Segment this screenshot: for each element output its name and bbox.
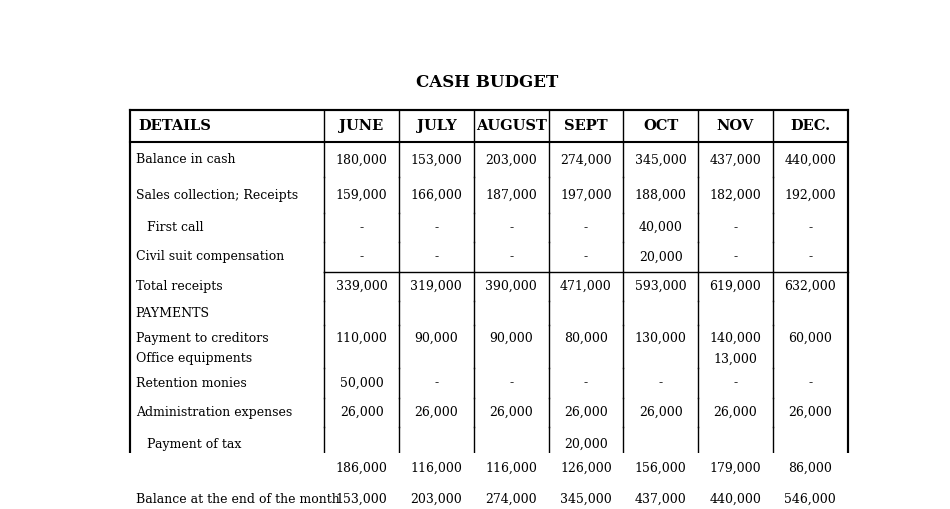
Text: -: - [808,377,812,389]
Text: 188,000: 188,000 [635,189,687,202]
Text: PAYMENTS: PAYMENTS [136,306,210,320]
Text: 130,000: 130,000 [635,332,687,345]
Text: -: - [509,250,513,263]
Text: DETAILS: DETAILS [139,119,212,133]
Text: JULY: JULY [416,119,456,133]
Text: 546,000: 546,000 [785,493,836,506]
Text: 116,000: 116,000 [410,462,463,475]
Text: Administration expenses: Administration expenses [136,406,292,419]
Text: -: - [434,221,439,234]
Text: 80,000: 80,000 [564,332,608,345]
Text: CASH BUDGET: CASH BUDGET [416,74,558,91]
Text: 159,000: 159,000 [335,189,388,202]
Text: 440,000: 440,000 [785,153,836,166]
Text: 153,000: 153,000 [410,153,463,166]
Text: 50,000: 50,000 [340,377,384,389]
Text: 339,000: 339,000 [335,280,388,293]
Text: -: - [658,377,663,389]
Text: 40,000: 40,000 [638,221,683,234]
Text: 437,000: 437,000 [710,153,761,166]
Text: 153,000: 153,000 [335,493,388,506]
Text: 26,000: 26,000 [340,406,384,419]
Text: 26,000: 26,000 [713,406,757,419]
Text: -: - [733,250,737,263]
Text: -: - [584,221,588,234]
Text: 140,000: 140,000 [710,332,761,345]
Text: 166,000: 166,000 [410,189,463,202]
Text: 192,000: 192,000 [785,189,836,202]
Text: 182,000: 182,000 [710,189,761,202]
Text: Office equipments: Office equipments [136,352,252,365]
Text: -: - [808,250,812,263]
Text: 203,000: 203,000 [410,493,463,506]
Text: JUNE: JUNE [339,119,384,133]
Text: Payment to creditors: Payment to creditors [136,332,268,345]
Text: Payment of tax: Payment of tax [143,438,241,451]
Text: 593,000: 593,000 [635,280,687,293]
Text: 156,000: 156,000 [635,462,687,475]
Text: 26,000: 26,000 [489,406,533,419]
Text: NOV: NOV [717,119,754,133]
Text: 187,000: 187,000 [485,189,537,202]
Text: 110,000: 110,000 [335,332,388,345]
Text: 274,000: 274,000 [485,493,537,506]
Text: 179,000: 179,000 [710,462,761,475]
Text: AUGUST: AUGUST [476,119,546,133]
Text: 345,000: 345,000 [560,493,612,506]
Text: 86,000: 86,000 [788,462,832,475]
Text: 186,000: 186,000 [335,462,388,475]
Text: -: - [733,377,737,389]
Text: 197,000: 197,000 [560,189,612,202]
Text: -: - [733,221,737,234]
Text: 20,000: 20,000 [564,438,608,451]
Text: -: - [584,377,588,389]
Text: OCT: OCT [643,119,678,133]
Text: -: - [359,221,364,234]
Text: Balance in cash: Balance in cash [136,153,236,166]
Text: SEPT: SEPT [564,119,608,133]
Text: -: - [509,377,513,389]
Text: -: - [509,221,513,234]
Text: 26,000: 26,000 [414,406,458,419]
Text: 619,000: 619,000 [710,280,761,293]
Text: 90,000: 90,000 [414,332,458,345]
Text: 126,000: 126,000 [560,462,612,475]
Text: First call: First call [143,221,203,234]
Text: DEC.: DEC. [790,119,830,133]
Text: 116,000: 116,000 [485,462,537,475]
Text: -: - [808,221,812,234]
Text: 390,000: 390,000 [485,280,537,293]
Text: 26,000: 26,000 [788,406,832,419]
Text: 60,000: 60,000 [788,332,832,345]
Text: Retention monies: Retention monies [136,377,246,389]
Text: Sales collection; Receipts: Sales collection; Receipts [136,189,297,202]
Text: 345,000: 345,000 [635,153,687,166]
Text: 319,000: 319,000 [410,280,463,293]
Text: 26,000: 26,000 [564,406,608,419]
Text: -: - [434,250,439,263]
Text: 274,000: 274,000 [560,153,612,166]
Text: 203,000: 203,000 [485,153,537,166]
Text: 20,000: 20,000 [638,250,682,263]
Text: Total receipts: Total receipts [136,280,222,293]
Text: Balance at the end of the month: Balance at the end of the month [136,493,339,506]
Text: 180,000: 180,000 [335,153,388,166]
Text: 471,000: 471,000 [560,280,612,293]
Text: 13,000: 13,000 [713,352,757,365]
Text: 26,000: 26,000 [638,406,682,419]
Text: -: - [359,250,364,263]
Text: 440,000: 440,000 [710,493,761,506]
Text: Civil suit compensation: Civil suit compensation [136,250,284,263]
Text: 90,000: 90,000 [489,332,533,345]
Text: -: - [584,250,588,263]
Text: 437,000: 437,000 [635,493,687,506]
Text: 632,000: 632,000 [785,280,836,293]
Text: -: - [434,377,439,389]
